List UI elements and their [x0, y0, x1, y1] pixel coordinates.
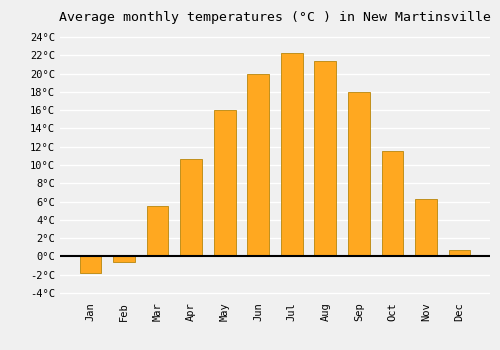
Bar [80, 257, 102, 273]
Bar [214, 110, 236, 257]
Bar [314, 61, 336, 257]
Bar [281, 52, 302, 257]
Bar [113, 257, 135, 262]
Bar [382, 151, 404, 257]
Bar [146, 206, 169, 257]
Bar [248, 74, 269, 257]
Bar [448, 250, 470, 257]
Bar [348, 92, 370, 257]
Bar [180, 159, 202, 257]
Title: Average monthly temperatures (°C ) in New Martinsville: Average monthly temperatures (°C ) in Ne… [59, 11, 491, 24]
Bar [415, 199, 437, 257]
